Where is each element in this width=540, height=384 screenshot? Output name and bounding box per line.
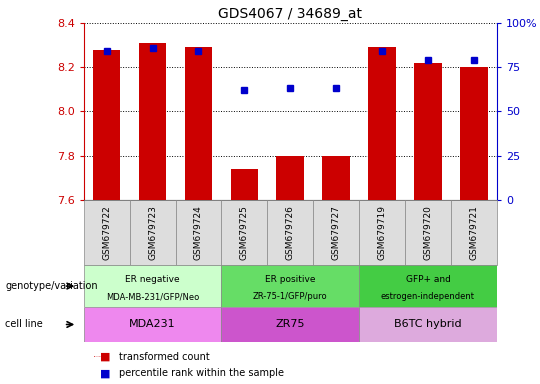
Bar <box>93 50 120 200</box>
Text: GSM679722: GSM679722 <box>102 205 111 260</box>
Bar <box>139 43 166 200</box>
Text: GSM679727: GSM679727 <box>332 205 341 260</box>
Text: GSM679719: GSM679719 <box>377 205 387 260</box>
Text: MDA231: MDA231 <box>129 319 176 329</box>
Text: ZR75: ZR75 <box>275 319 305 329</box>
Text: GSM679720: GSM679720 <box>423 205 433 260</box>
Text: estrogen-independent: estrogen-independent <box>381 292 475 301</box>
Text: GSM679725: GSM679725 <box>240 205 249 260</box>
Text: B6TC hybrid: B6TC hybrid <box>394 319 462 329</box>
Text: GSM679726: GSM679726 <box>286 205 295 260</box>
Text: ■: ■ <box>100 368 110 379</box>
Text: GSM679723: GSM679723 <box>148 205 157 260</box>
FancyBboxPatch shape <box>176 200 221 265</box>
FancyBboxPatch shape <box>84 265 221 307</box>
Bar <box>322 156 350 200</box>
FancyBboxPatch shape <box>313 200 359 265</box>
Text: ER positive: ER positive <box>265 275 315 284</box>
Text: genotype/variation: genotype/variation <box>5 281 98 291</box>
Bar <box>368 47 396 200</box>
FancyBboxPatch shape <box>405 200 451 265</box>
FancyBboxPatch shape <box>84 307 221 342</box>
FancyBboxPatch shape <box>221 307 359 342</box>
FancyBboxPatch shape <box>221 265 359 307</box>
Text: ER negative: ER negative <box>125 275 180 284</box>
FancyBboxPatch shape <box>267 200 313 265</box>
FancyBboxPatch shape <box>451 200 497 265</box>
FancyBboxPatch shape <box>130 200 176 265</box>
Text: GSM679721: GSM679721 <box>469 205 478 260</box>
Bar <box>460 67 488 200</box>
Text: GFP+ and: GFP+ and <box>406 275 450 284</box>
Text: MDA-MB-231/GFP/Neo: MDA-MB-231/GFP/Neo <box>106 292 199 301</box>
Title: GDS4067 / 34689_at: GDS4067 / 34689_at <box>218 7 362 21</box>
Text: ■: ■ <box>100 351 110 362</box>
Bar <box>185 47 212 200</box>
FancyBboxPatch shape <box>359 265 497 307</box>
FancyBboxPatch shape <box>84 200 130 265</box>
Bar <box>414 63 442 200</box>
FancyBboxPatch shape <box>359 307 497 342</box>
Bar <box>231 169 258 200</box>
FancyBboxPatch shape <box>359 200 405 265</box>
Text: transformed count: transformed count <box>119 351 210 362</box>
Text: percentile rank within the sample: percentile rank within the sample <box>119 368 284 379</box>
Text: ZR-75-1/GFP/puro: ZR-75-1/GFP/puro <box>253 292 328 301</box>
Text: cell line: cell line <box>5 319 43 329</box>
Text: GSM679724: GSM679724 <box>194 205 203 260</box>
FancyBboxPatch shape <box>221 200 267 265</box>
Bar <box>276 156 304 200</box>
